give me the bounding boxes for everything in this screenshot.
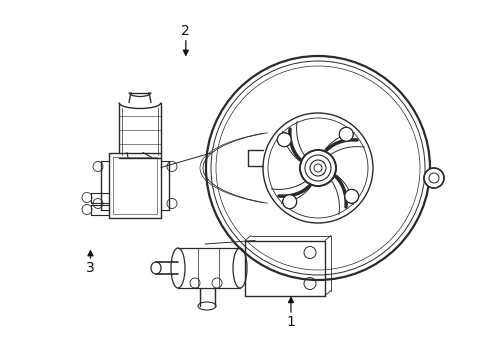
Circle shape	[277, 133, 291, 147]
Circle shape	[282, 195, 296, 209]
Circle shape	[339, 127, 352, 141]
Text: 2: 2	[181, 24, 190, 37]
Text: 3: 3	[86, 261, 95, 275]
Circle shape	[344, 189, 358, 203]
Circle shape	[423, 168, 443, 188]
Text: 1: 1	[286, 315, 295, 329]
Circle shape	[299, 150, 335, 186]
